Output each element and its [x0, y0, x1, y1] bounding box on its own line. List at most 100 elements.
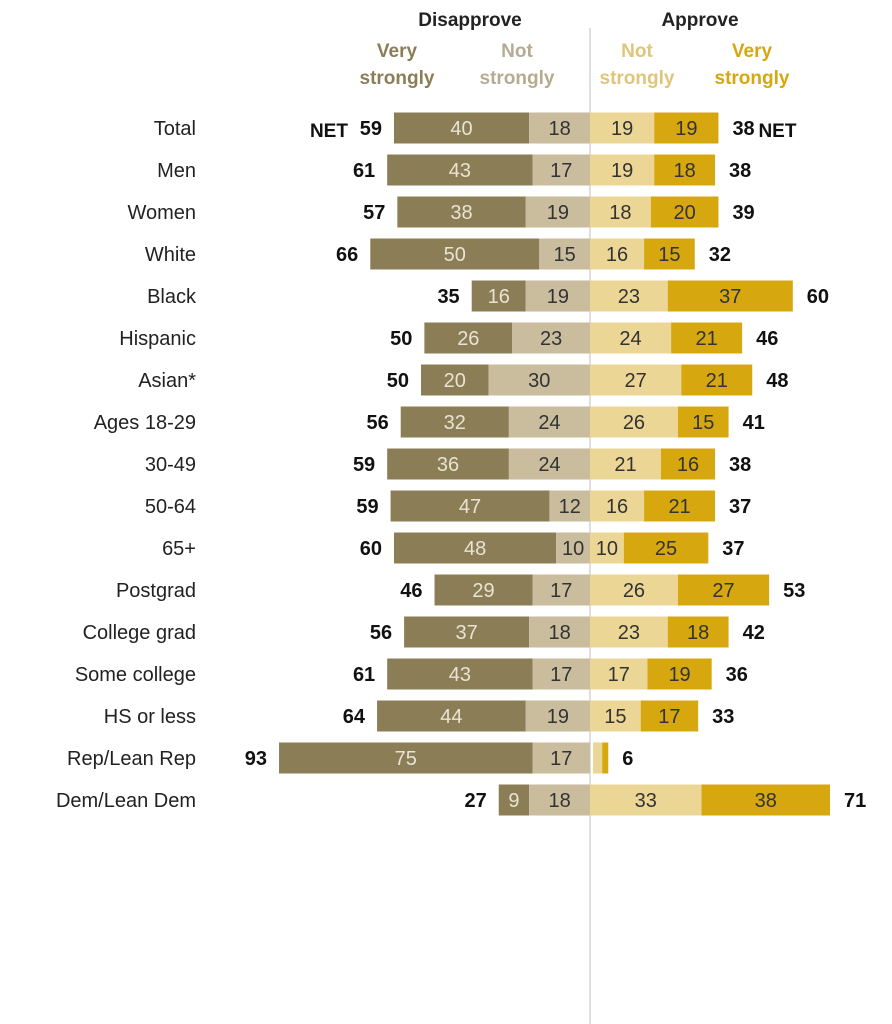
net-approve-value: 37: [722, 538, 744, 560]
category-label: Total: [154, 118, 196, 140]
row-65-: 65+ 48 10 10 25 60 37: [162, 532, 745, 564]
bar-disapprove-very-strongly: [387, 154, 533, 186]
bar-disapprove-not-strongly: [525, 196, 590, 228]
bar-approve-very-strongly: [644, 490, 716, 522]
row-ages-18-29: Ages 18-29 32 24 26 15 56 41: [94, 406, 765, 438]
bar-disapprove-not-strongly: [529, 616, 590, 648]
bar-approve-very-strongly: [647, 658, 712, 690]
bar-disapprove-not-strongly: [556, 532, 590, 564]
label-approve-not-strongly: 33: [635, 790, 657, 812]
legend-approve-very-strongly: Very strongly: [715, 41, 790, 89]
bar-disapprove-not-strongly: [532, 742, 590, 774]
bar-approve-not-strongly: [590, 280, 668, 312]
label-disapprove-very-strongly: 20: [444, 370, 466, 392]
net-approve-value: 36: [726, 664, 748, 686]
net-disapprove-value: 61: [353, 160, 375, 182]
row-50-64: 50-64 47 12 16 21 59 37: [145, 490, 751, 522]
row-30-49: 30-49 36 24 21 16 59 38: [145, 448, 751, 480]
label-disapprove-very-strongly: 29: [472, 580, 494, 602]
category-label: Ages 18-29: [94, 412, 196, 434]
label-approve-not-strongly: 17: [608, 664, 630, 686]
label-disapprove-very-strongly: 48: [464, 538, 486, 560]
bar-approve-very-strongly: [644, 238, 695, 270]
bar-disapprove-very-strongly: [370, 238, 540, 270]
row-dem-lean-dem: Dem/Lean Dem 9 18 33 38 27 71: [56, 784, 866, 816]
bar-approve-very-strongly: [602, 742, 609, 774]
label-disapprove-very-strongly: 9: [508, 790, 519, 812]
label-approve-not-strongly: 19: [611, 118, 633, 140]
category-label: Hispanic: [119, 328, 196, 350]
bar-disapprove-very-strongly: [397, 196, 526, 228]
label-disapprove-very-strongly: 50: [444, 244, 466, 266]
legend-disapprove-not-strongly: Not strongly: [480, 41, 555, 89]
label-approve-very-strongly: 15: [692, 412, 714, 434]
net-disapprove-value: 56: [366, 412, 388, 434]
category-label: 65+: [162, 538, 196, 560]
label-disapprove-very-strongly: 32: [444, 412, 466, 434]
category-label: Some college: [75, 664, 196, 686]
label-disapprove-very-strongly: 43: [449, 160, 471, 182]
net-disapprove-value: 50: [390, 328, 412, 350]
bar-disapprove-very-strongly: [400, 406, 509, 438]
label-disapprove-very-strongly: 38: [450, 202, 472, 224]
net-disapprove-value: 93: [245, 748, 267, 770]
net-approve-value: 6: [622, 748, 633, 770]
disapprove-header: Disapprove: [418, 10, 521, 31]
label-approve-very-strongly: 19: [675, 118, 697, 140]
bar-approve-not-strongly: [590, 112, 655, 144]
bar-disapprove-not-strongly: [512, 322, 590, 354]
net-disapprove-value: 27: [464, 790, 486, 812]
category-label: Rep/Lean Rep: [67, 748, 196, 770]
row-some-college: Some college 43 17 17 19 61 36: [75, 658, 748, 690]
row-men: Men 43 17 19 18 61 38: [157, 154, 751, 186]
label-disapprove-not-strongly: 10: [562, 538, 584, 560]
bar-approve-very-strongly: [671, 322, 743, 354]
net-approve-value: 38: [732, 118, 754, 140]
bar-disapprove-very-strongly: [393, 532, 557, 564]
label-approve-not-strongly: 16: [606, 496, 628, 518]
bar-disapprove-very-strongly: [421, 364, 489, 396]
label-approve-very-strongly: 27: [712, 580, 734, 602]
label-disapprove-very-strongly: 26: [457, 328, 479, 350]
bar-disapprove-not-strongly: [549, 490, 590, 522]
chart-header: Disapprove Approve Very strongly Not strongly…: [360, 10, 790, 89]
net-approve-value: 46: [756, 328, 778, 350]
net-disapprove-value: 56: [370, 622, 392, 644]
net-disapprove-value: 35: [437, 286, 459, 308]
row-women: Women 38 19 18 20 57 39: [127, 196, 755, 228]
label-disapprove-very-strongly: 43: [449, 664, 471, 686]
bar-disapprove-very-strongly: [404, 616, 530, 648]
label-disapprove-not-strongly: 18: [548, 118, 570, 140]
bar-disapprove-not-strongly: [529, 784, 590, 816]
bar-disapprove-not-strongly: [508, 448, 590, 480]
label-approve-very-strongly: 18: [687, 622, 709, 644]
label-approve-very-strongly: 16: [677, 454, 699, 476]
label-approve-not-strongly: 27: [625, 370, 647, 392]
label-approve-very-strongly: 25: [655, 538, 677, 560]
net-disapprove-value: 66: [336, 244, 358, 266]
bar-disapprove-not-strongly: [525, 700, 590, 732]
label-approve-not-strongly: 18: [609, 202, 631, 224]
label-disapprove-not-strongly: 17: [550, 748, 572, 770]
bar-approve-not-strongly: [590, 658, 648, 690]
bar-approve-very-strongly: [650, 196, 719, 228]
bar-approve-very-strongly: [654, 154, 716, 186]
label-disapprove-not-strongly: 23: [540, 328, 562, 350]
label-approve-very-strongly: 17: [658, 706, 680, 728]
label-disapprove-very-strongly: 36: [437, 454, 459, 476]
row-hs-or-less: HS or less 44 19 15 17 64 33: [104, 700, 734, 732]
label-disapprove-not-strongly: 19: [547, 202, 569, 224]
category-label: College grad: [83, 622, 196, 644]
label-disapprove-very-strongly: 75: [395, 748, 417, 770]
net-disapprove-value: 61: [353, 664, 375, 686]
bar-approve-very-strongly: [654, 112, 719, 144]
label-disapprove-not-strongly: 17: [550, 664, 572, 686]
net-approve-value: 33: [712, 706, 734, 728]
net-approve-value: 53: [783, 580, 805, 602]
net-approve-value: 38: [729, 454, 751, 476]
bar-approve-not-strongly: [590, 406, 678, 438]
label-approve-not-strongly: 15: [604, 706, 626, 728]
net-disapprove-value: 64: [343, 706, 366, 728]
net-disapprove-value: 59: [356, 496, 378, 518]
label-approve-very-strongly: 18: [674, 160, 696, 182]
